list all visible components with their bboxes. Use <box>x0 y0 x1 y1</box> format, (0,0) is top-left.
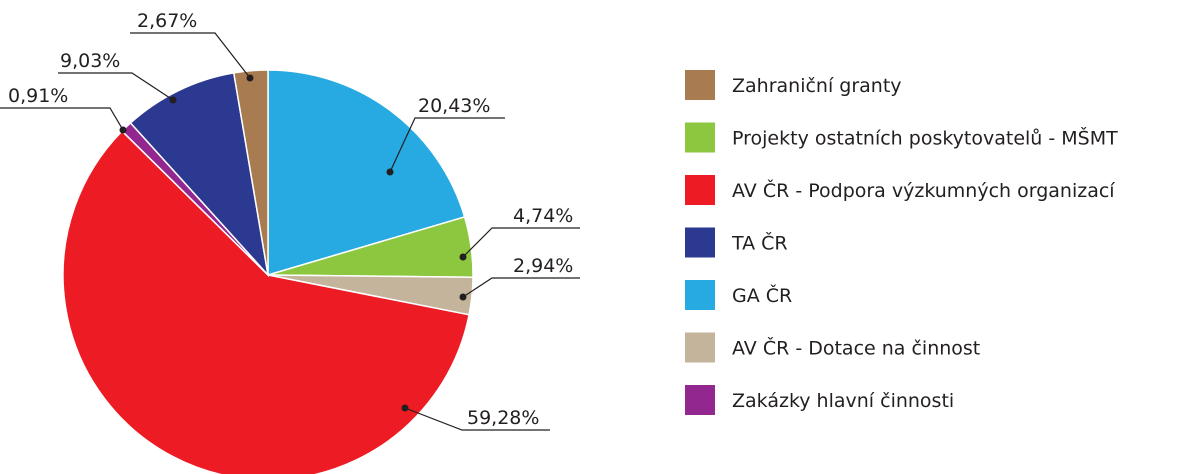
leader-dot <box>119 126 127 134</box>
leader-line <box>404 407 550 431</box>
leader-dot <box>386 168 394 176</box>
pie-slice <box>232 69 269 276</box>
leader-line <box>389 117 505 173</box>
data-label: 0,91% <box>8 85 68 107</box>
legend-label: AV ČR - Dotace na činnost <box>732 336 980 360</box>
legend-label: Zahraniční granty <box>732 75 902 97</box>
legend-swatch <box>685 175 715 205</box>
legend-swatch <box>685 70 715 100</box>
pie-slice <box>267 69 466 277</box>
data-label: 2,94% <box>513 255 573 277</box>
legend-label: AV ČR - Podpora výzkumných organizací <box>732 178 1115 202</box>
data-label: 20,43% <box>418 95 490 117</box>
leader-line <box>0 107 124 131</box>
data-label: 2,67% <box>137 10 197 32</box>
leader-line <box>58 72 174 101</box>
pie-slice <box>62 129 470 474</box>
leader-dot <box>459 253 467 261</box>
legend-swatch <box>685 122 715 153</box>
leader-line <box>130 32 251 79</box>
leader-dot <box>401 404 409 412</box>
legend-label: GA ČR <box>732 283 792 307</box>
legend-label: TA ČR <box>731 231 788 255</box>
pie-slice <box>129 72 270 278</box>
legend-swatch <box>685 332 715 363</box>
data-label: 9,03% <box>60 50 120 72</box>
data-label: 59,28% <box>467 407 539 429</box>
leader-line <box>462 277 580 298</box>
leader-line <box>462 227 580 258</box>
leader-dot <box>169 96 177 104</box>
leader-dot <box>459 293 467 301</box>
data-label: 4,74% <box>513 205 573 227</box>
legend-swatch <box>685 227 715 258</box>
legend-label: Projekty ostatních poskytovatelů - MŠMT <box>732 126 1118 150</box>
legend-label: Zakázky hlavní činnosti <box>732 390 954 412</box>
legend-swatch <box>685 385 715 415</box>
legend-swatch <box>685 280 715 310</box>
leader-dot <box>246 74 254 82</box>
